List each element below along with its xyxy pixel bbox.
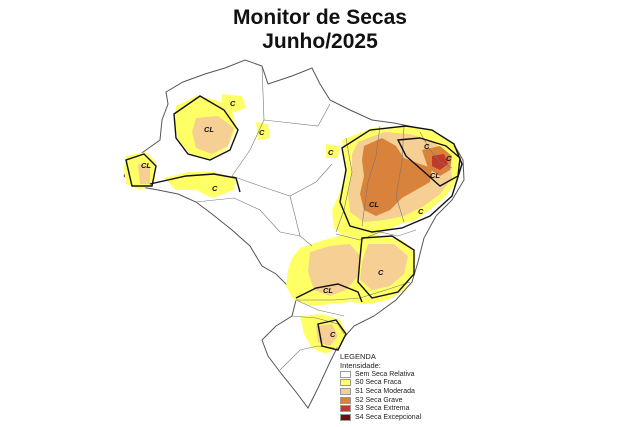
legend-item: Sem Seca Relativa [340,370,460,379]
map-subtitle: Junho/2025 [262,30,378,53]
label-c-para-east: C [328,148,334,157]
map-title: Monitor de Secas [233,6,407,29]
label-c-rondonia: C [212,184,218,193]
label-c-bahia-east: C [418,207,424,216]
label-cl-pe: CL [430,171,440,180]
label-c-mg: C [378,268,384,277]
label-c-sc: C [330,330,336,339]
label-cl-amazonas: CL [204,125,214,134]
label-cl-ms: CL [323,286,333,295]
legend-item: S2 Seca Grave [340,396,460,405]
legend-heading: LEGENDA [340,352,376,361]
label-c-rn: C [446,154,452,163]
label-c-ceara: C [424,142,430,151]
label-c-para-west: C [259,128,265,137]
impact-labels: CL C C CL C C C C CL CL C C CL C [141,99,452,339]
label-cl-acre: CL [141,161,151,170]
legend-item: S0 Seca Fraca [340,379,460,388]
legend-item: S4 Seca Excepcional [340,413,460,422]
label-cl-bahia: CL [369,200,379,209]
legend-item: S1 Seca Moderada [340,387,460,396]
legend-item: S3 Seca Extrema [340,404,460,413]
legend-subheading: Intensidade: [340,361,381,370]
impact-outlines [125,95,463,351]
label-c-roraima: C [230,99,236,108]
legend: LEGENDA Intensidade: Sem Seca Relativa S… [340,352,460,422]
